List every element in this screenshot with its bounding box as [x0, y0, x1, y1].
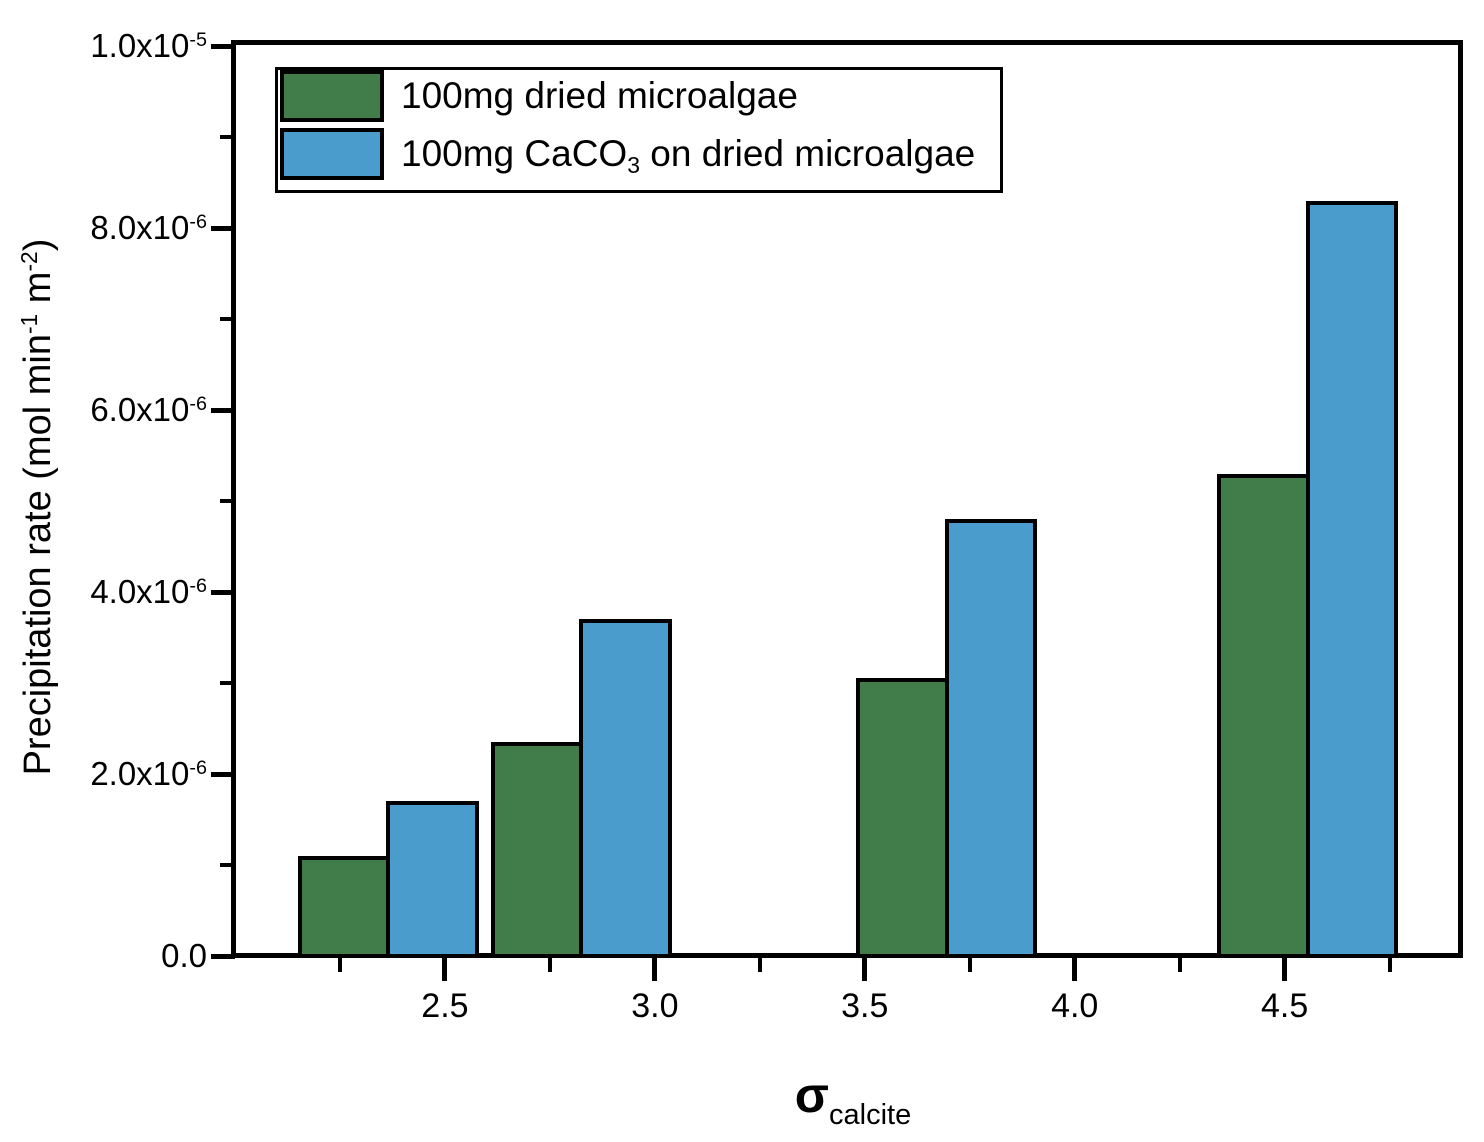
- legend-swatch-blue: [280, 128, 384, 180]
- y-axis-major-tick: [211, 43, 235, 49]
- y-axis-major-tick: [211, 589, 235, 595]
- y-tick-label: 6.0x10-6: [90, 391, 207, 428]
- legend: 100mg dried microalgae 100mg CaCO3 on dri…: [275, 67, 1003, 193]
- y-axis-minor-tick: [220, 499, 235, 503]
- x-axis-minor-tick: [1387, 956, 1392, 972]
- x-axis-minor-tick: [337, 956, 342, 972]
- x-tick-label: 4.0: [1051, 987, 1099, 1025]
- y-axis-title: Precipitation rate (mol min-1 m-2): [16, 238, 59, 776]
- legend-item-1: 100mg dried microalgae: [280, 70, 798, 122]
- legend-label: 100mg CaCO3 on dried microalgae: [401, 133, 976, 179]
- bar-green-group-4: [1217, 473, 1310, 958]
- y-tick-label: 8.0x10-6: [90, 209, 207, 246]
- sigma-subscript: calcite: [829, 1099, 912, 1131]
- y-axis-minor-tick: [220, 681, 235, 685]
- legend-label: 100mg dried microalgae: [401, 75, 798, 116]
- bar-blue-group-1: [386, 801, 479, 958]
- sigma-symbol: σ: [794, 1067, 829, 1123]
- x-axis-minor-tick: [1177, 956, 1182, 972]
- legend-item-2: 100mg CaCO3 on dried microalgae: [280, 128, 975, 180]
- x-axis-minor-tick: [757, 956, 762, 972]
- x-axis-minor-tick: [967, 956, 972, 972]
- y-tick-label: 0.0: [161, 937, 207, 974]
- x-axis-major-tick: [862, 956, 868, 981]
- x-axis-minor-tick: [547, 956, 552, 972]
- bar-blue-group-4: [1305, 200, 1399, 958]
- x-axis-major-tick: [442, 956, 448, 981]
- y-axis-minor-tick: [220, 863, 235, 867]
- x-tick-label: 4.5: [1261, 987, 1309, 1025]
- y-tick-label: 4.0x10-6: [90, 573, 207, 610]
- y-axis-major-tick: [211, 407, 235, 413]
- x-tick-label: 3.0: [631, 987, 679, 1025]
- x-axis-title: σcalcite: [748, 1067, 958, 1131]
- bar-blue-group-2: [579, 619, 672, 958]
- y-axis-minor-tick: [220, 135, 235, 139]
- y-axis-minor-tick: [220, 317, 235, 321]
- legend-swatch-green: [280, 70, 384, 122]
- x-axis-major-tick: [1282, 956, 1288, 981]
- y-axis-major-tick: [211, 771, 235, 777]
- bar-green-group-2: [491, 742, 584, 958]
- y-tick-label: 1.0x10-5: [90, 27, 207, 64]
- y-axis-major-tick: [211, 953, 235, 959]
- x-axis-major-tick: [652, 956, 658, 981]
- bar-green-group-3: [856, 678, 949, 958]
- y-axis-major-tick: [211, 225, 235, 231]
- y-tick-label: 2.0x10-6: [90, 755, 207, 792]
- x-tick-label: 2.5: [421, 987, 469, 1025]
- x-tick-label: 3.5: [841, 987, 889, 1025]
- x-axis-major-tick: [1072, 956, 1078, 981]
- bar-blue-group-3: [944, 519, 1038, 958]
- bar-green-group-1: [297, 855, 391, 958]
